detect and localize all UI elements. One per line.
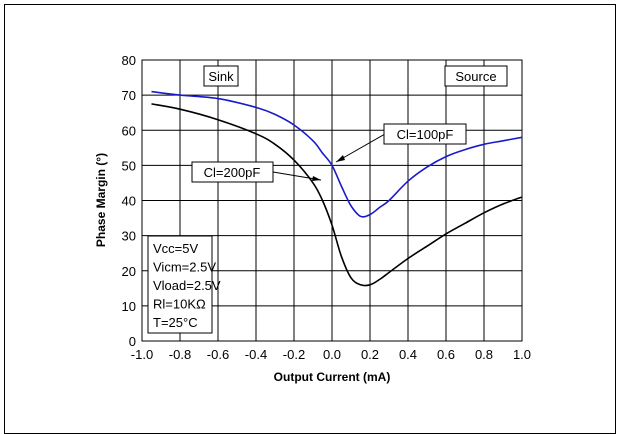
condition-line: Rl=10KΩ bbox=[153, 297, 206, 312]
y-tick-label: 10 bbox=[122, 299, 136, 314]
x-tick-label: -0.8 bbox=[169, 347, 191, 362]
y-tick-label: 30 bbox=[122, 229, 136, 244]
cl200-arrow bbox=[312, 176, 321, 181]
ticks: -1.0 -0.8 -0.6 -0.4 -0.2 0.0 0.2 0.4 0.6 0.8 1.0 0 1… bbox=[122, 53, 532, 362]
plot-border bbox=[141, 59, 523, 342]
y-tick-label: 80 bbox=[122, 53, 136, 68]
x-tick-label: -1.0 bbox=[131, 347, 153, 362]
cl200-label: Cl=200pF bbox=[204, 165, 261, 180]
x-tick-label: 0.4 bbox=[399, 347, 417, 362]
x-tick-label: -0.2 bbox=[283, 347, 305, 362]
cl100-arrow bbox=[336, 155, 345, 162]
cl100-label-box bbox=[383, 123, 467, 145]
condition-line: Vicm=2.5V bbox=[153, 260, 216, 275]
conditions-list: Vcc=5V Vicm=2.5V Vload=2.5V Rl=10KΩ T=25°C bbox=[153, 241, 221, 330]
x-tick-label: 0.0 bbox=[323, 347, 341, 362]
y-tick-label: 70 bbox=[122, 88, 136, 103]
x-axis-title: Output Current (mA) bbox=[274, 370, 391, 384]
source-label-box bbox=[444, 65, 508, 87]
cl100-label: Cl=100pF bbox=[397, 127, 454, 142]
y-tick-label: 20 bbox=[122, 264, 136, 279]
condition-line: T=25°C bbox=[153, 315, 198, 330]
source-label: Source bbox=[455, 69, 496, 84]
y-tick-label: 40 bbox=[122, 194, 136, 209]
series-line-cl100pf bbox=[151, 90, 523, 218]
condition-line: Vcc=5V bbox=[153, 241, 198, 256]
series-group bbox=[151, 90, 523, 287]
conditions-box bbox=[147, 235, 213, 334]
y-tick-label: 50 bbox=[122, 158, 136, 173]
cl100-leader bbox=[335, 133, 386, 163]
x-tick-label: -0.6 bbox=[207, 347, 229, 362]
y-tick-label: 60 bbox=[122, 123, 136, 138]
sink-label-box bbox=[203, 65, 239, 87]
sink-label: Sink bbox=[208, 69, 234, 84]
condition-line: Vload=2.5V bbox=[153, 278, 221, 293]
x-tick-label: 0.2 bbox=[361, 347, 379, 362]
series-line-cl200pf bbox=[151, 103, 523, 287]
x-tick-label: 0.8 bbox=[475, 347, 493, 362]
y-tick-label: 0 bbox=[129, 334, 136, 349]
cl200-label-box bbox=[191, 161, 274, 183]
x-tick-label: -0.4 bbox=[245, 347, 267, 362]
x-tick-label: 1.0 bbox=[513, 347, 531, 362]
x-tick-label: 0.6 bbox=[437, 347, 455, 362]
y-axis-title: Phase Margin (°) bbox=[94, 153, 108, 247]
